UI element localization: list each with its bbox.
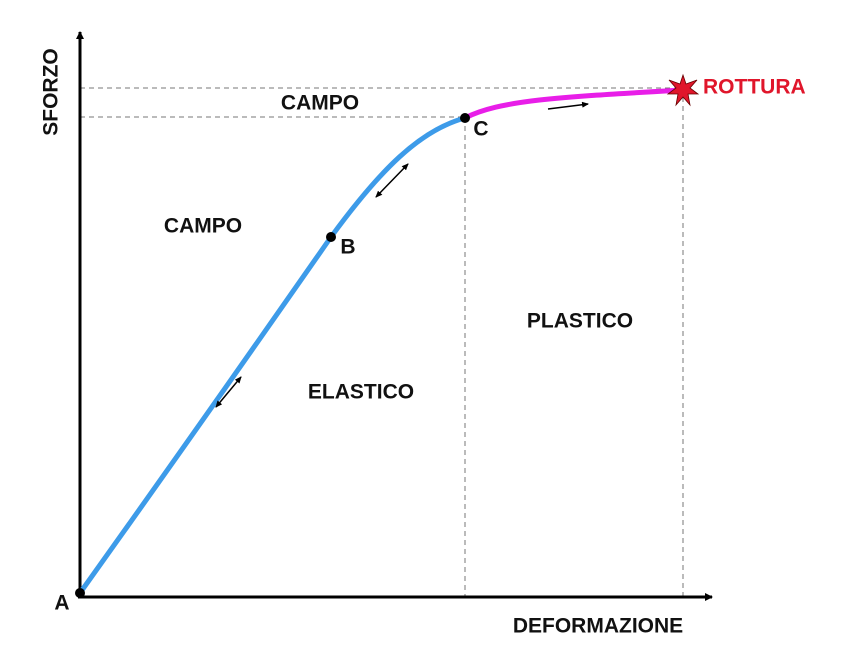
y-axis-label: SFORZO [40,48,63,136]
point-b [326,232,336,242]
x-axis-label: DEFORMAZIONE [513,615,683,638]
load-arrow [215,376,242,408]
region-label: CAMPO [164,215,242,238]
point-label: C [473,118,488,141]
break-label: ROTTURA [703,76,806,99]
region-label: PLASTICO [527,310,633,333]
flow-arrow [547,101,589,110]
point-label: B [340,236,355,259]
plastic-curve [462,87,686,121]
point-a [75,588,85,598]
point-label: A [54,592,69,615]
point-c [460,113,470,123]
guide-lines [80,87,684,597]
load-arrow [375,163,409,198]
region-label: ELASTICO [308,381,414,404]
region-label: CAMPO [281,92,359,115]
elastic-curve [77,115,468,596]
break-star [666,73,700,107]
